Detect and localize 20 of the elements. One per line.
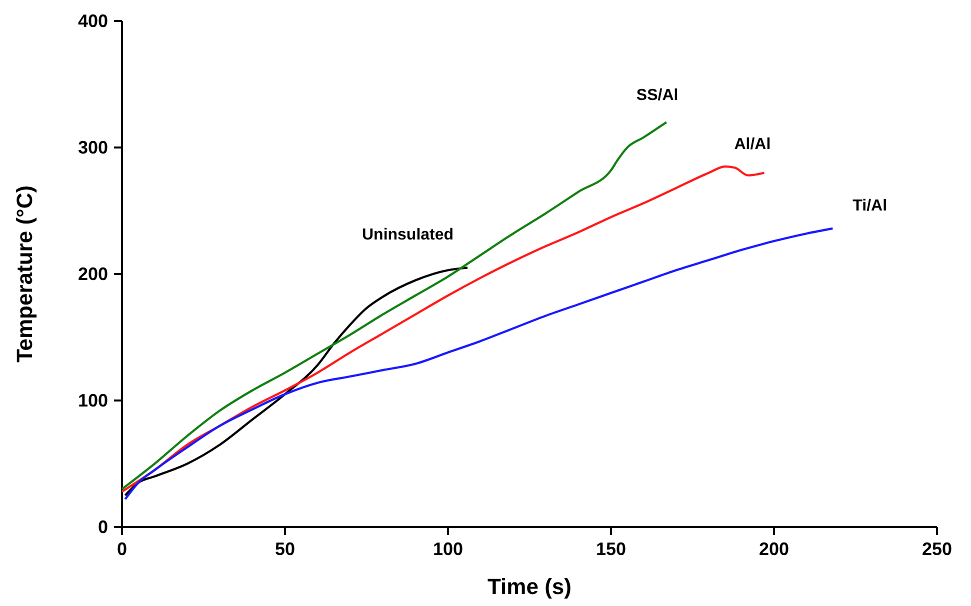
y-tick-label: 400 [78,11,108,31]
x-tick-label: 250 [922,539,952,559]
series-label: Al/Al [734,136,771,153]
x-tick-label: 100 [432,539,464,559]
line-series [120,121,668,490]
x-axis-title: Time (s) [488,574,572,599]
x-tick-label: 0 [116,539,128,559]
x-tick-label: 50 [274,539,296,559]
series-label: Uninsulated [362,226,454,244]
x-tick-label: 150 [596,539,626,559]
y-tick-label: 100 [78,390,108,410]
y-tick-label: 200 [78,264,108,284]
y-tick-label: 0 [98,517,108,537]
x-tick-label: 200 [758,539,790,559]
series-label: Ti/Al [852,197,888,214]
y-tick-label: 300 [78,138,108,158]
line-series [124,227,834,500]
line-series [120,165,766,493]
series-label: SS/Al [636,87,678,104]
y-axis-title: Temperature (°C) [12,185,37,363]
